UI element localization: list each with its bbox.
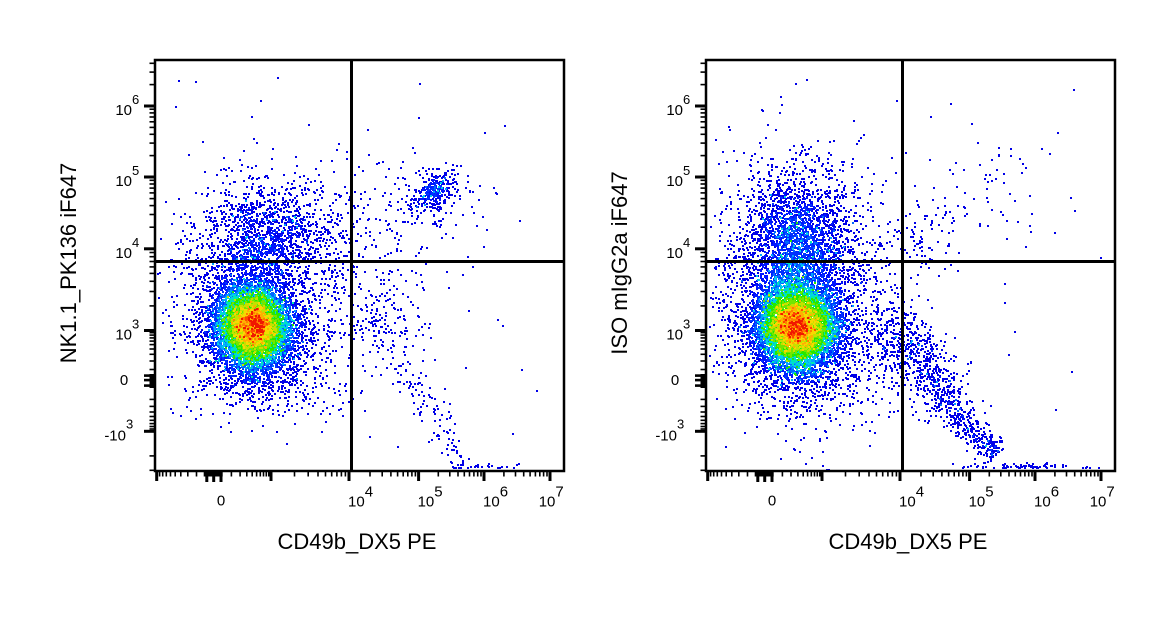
svg-text:10: 10 — [1090, 494, 1107, 511]
svg-text:10: 10 — [483, 494, 500, 511]
svg-text:4: 4 — [916, 484, 924, 501]
svg-text:3: 3 — [126, 417, 133, 432]
svg-text:CD49b_DX5 PE: CD49b_DX5 PE — [829, 529, 988, 554]
svg-text:10: 10 — [115, 173, 132, 190]
svg-text:6: 6 — [500, 484, 508, 501]
svg-text:10: 10 — [969, 494, 986, 511]
svg-text:4: 4 — [365, 484, 373, 501]
svg-text:10: 10 — [666, 245, 683, 262]
svg-text:3: 3 — [683, 317, 690, 332]
svg-text:CD49b_DX5 PE: CD49b_DX5 PE — [278, 529, 437, 554]
svg-text:10: 10 — [666, 102, 683, 119]
svg-text:5: 5 — [434, 484, 442, 501]
svg-text:ISO mIgG2a iF647: ISO mIgG2a iF647 — [607, 171, 632, 354]
svg-text:-10: -10 — [655, 428, 677, 445]
svg-text:6: 6 — [1051, 484, 1059, 501]
svg-text:6: 6 — [683, 92, 690, 107]
svg-text:10: 10 — [348, 494, 365, 511]
svg-text:0: 0 — [217, 493, 225, 510]
svg-text:10: 10 — [115, 102, 132, 119]
svg-text:10: 10 — [666, 327, 683, 344]
svg-text:0: 0 — [120, 372, 128, 389]
svg-text:6: 6 — [132, 92, 139, 107]
svg-text:7: 7 — [1106, 484, 1114, 501]
svg-text:4: 4 — [132, 235, 139, 250]
svg-text:10: 10 — [666, 173, 683, 190]
svg-text:10: 10 — [899, 494, 916, 511]
svg-text:10: 10 — [115, 327, 132, 344]
svg-text:4: 4 — [683, 235, 690, 250]
svg-text:7: 7 — [555, 484, 563, 501]
svg-text:10: 10 — [418, 494, 435, 511]
svg-text:-10: -10 — [104, 428, 126, 445]
svg-text:10: 10 — [1034, 494, 1051, 511]
svg-text:5: 5 — [683, 163, 690, 178]
svg-text:3: 3 — [677, 417, 684, 432]
svg-text:10: 10 — [539, 494, 556, 511]
svg-text:5: 5 — [985, 484, 993, 501]
svg-text:10: 10 — [115, 245, 132, 262]
svg-text:0: 0 — [768, 493, 776, 510]
svg-text:5: 5 — [132, 163, 139, 178]
svg-text:3: 3 — [132, 317, 139, 332]
svg-text:0: 0 — [671, 372, 679, 389]
svg-text:NK1.1_PK136 iF647: NK1.1_PK136 iF647 — [56, 163, 81, 364]
